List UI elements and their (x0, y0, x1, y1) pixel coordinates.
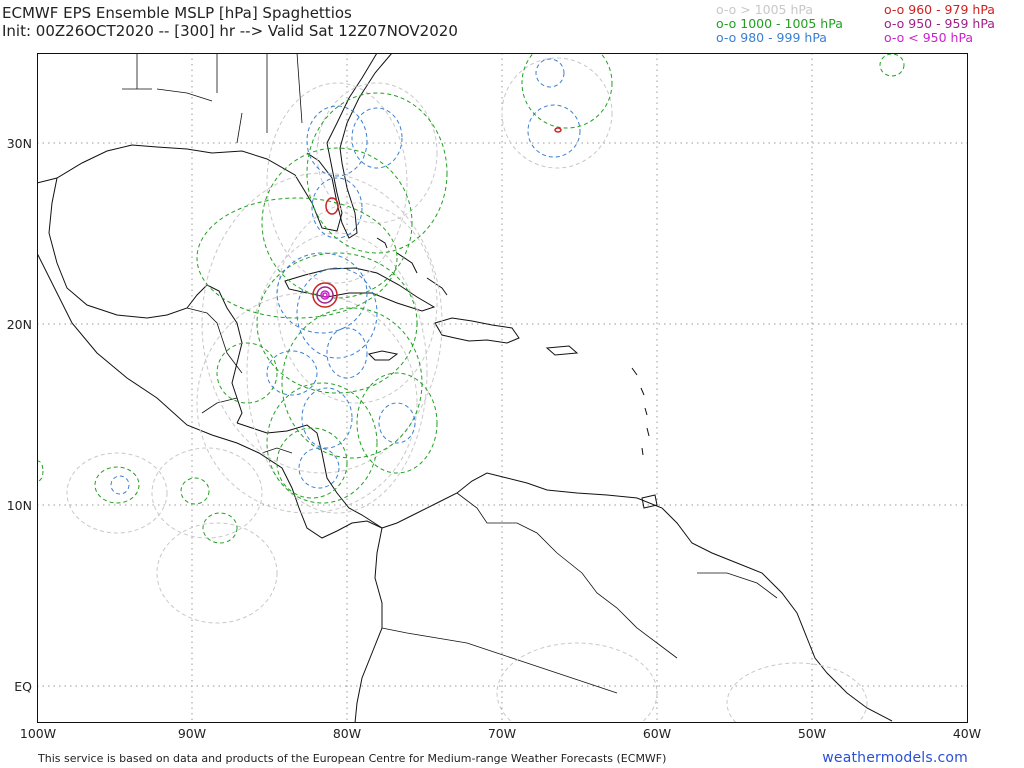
lon-label-80w: 80W (332, 726, 362, 741)
lon-label-50w: 50W (797, 726, 827, 741)
lat-label-30n: 30N (6, 136, 32, 151)
legend-item-960-979: o-o 960 - 979 hPa (884, 2, 995, 17)
legend-left: o-o > 1005 hPa o-o 1000 - 1005 hPa o-o 9… (716, 3, 843, 45)
legend-item-980-999: o-o 980 - 999 hPa (716, 30, 827, 45)
contours-gt1005 (66, 57, 868, 723)
title-line-2: Init: 00Z26OCT2020 -- [300] hr --> Valid… (2, 22, 458, 40)
contours-1000-1005 (37, 53, 905, 544)
footer-attribution: This service is based on data and produc… (38, 752, 667, 765)
lat-label-10n: 10N (6, 498, 32, 513)
title-line-1: ECMWF EPS Ensemble MSLP [hPa] Spaghettio… (2, 4, 352, 22)
lon-label-90w: 90W (177, 726, 207, 741)
lon-label-100w: 100W (19, 726, 57, 741)
lon-label-70w: 70W (487, 726, 517, 741)
legend-item-lt950: o-o < 950 hPa (884, 30, 974, 45)
graticule (37, 53, 968, 723)
contours-980-999 (110, 58, 581, 495)
contours-lt950 (320, 290, 330, 300)
lon-label-60w: 60W (642, 726, 672, 741)
legend-item-950-959: o-o 950 - 959 hPa (884, 16, 995, 31)
coastlines (37, 53, 893, 723)
legend-item-1000-1005: o-o 1000 - 1005 hPa (716, 16, 843, 31)
lat-label-20n: 20N (6, 317, 32, 332)
contours-950-959 (316, 286, 334, 304)
brand-link[interactable]: weathermodels.com (822, 750, 968, 766)
lon-label-40w: 40W (952, 726, 982, 741)
map-panel (37, 53, 968, 723)
lat-label-eq: EQ (14, 679, 32, 694)
legend-item-gt1005: o-o > 1005 hPa (716, 2, 814, 17)
contours-960-979 (312, 127, 562, 308)
legend-right: o-o 960 - 979 hPa o-o 950 - 959 hPa o-o … (884, 3, 995, 45)
chart-title: ECMWF EPS Ensemble MSLP [hPa] Spaghettio… (2, 4, 458, 40)
